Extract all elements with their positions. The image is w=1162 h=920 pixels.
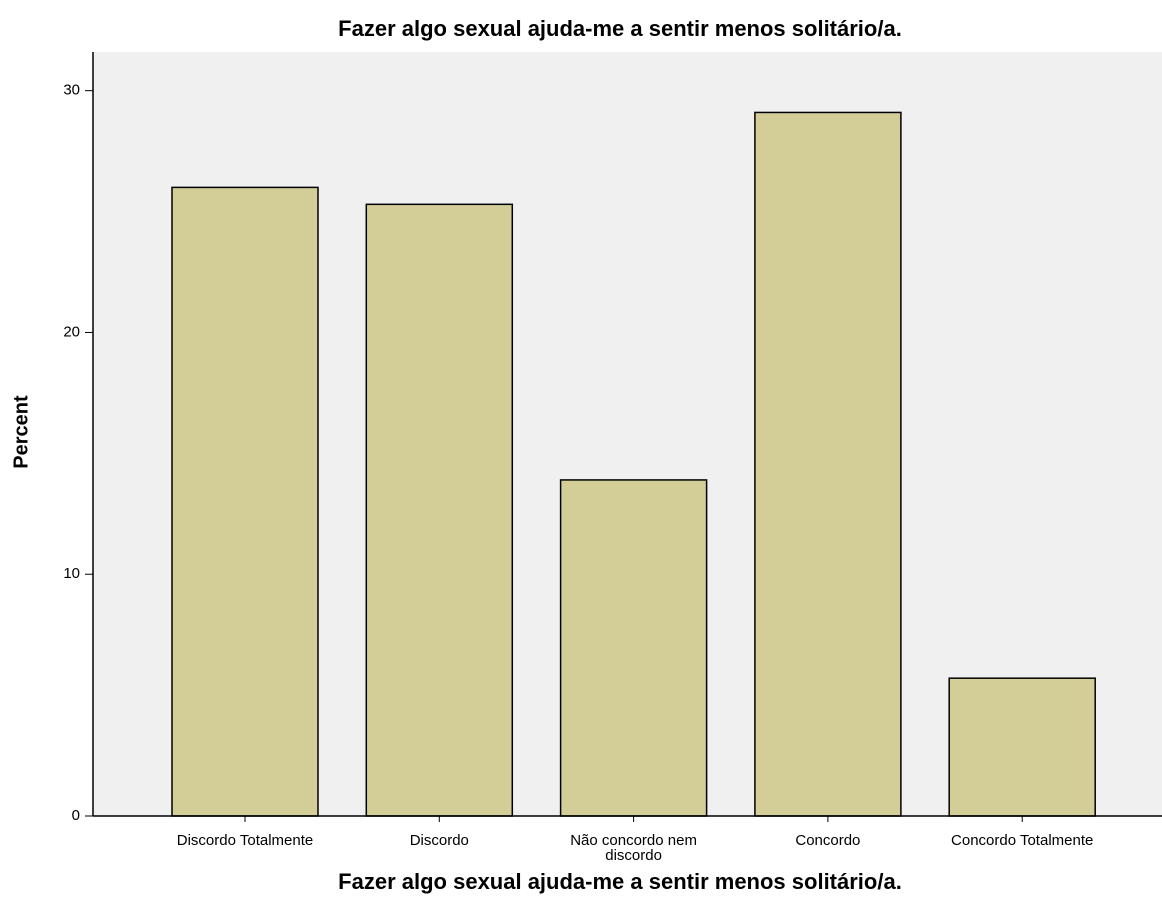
- x-tick-label: Concordo Totalmente: [951, 832, 1094, 849]
- x-tick-label: Não concordo nem discordo: [570, 832, 697, 864]
- bar: [559, 479, 708, 817]
- y-tick-label: 10: [63, 565, 80, 582]
- y-tick-label: 20: [63, 323, 80, 340]
- chart-title: Fazer algo sexual ajuda-me a sentir meno…: [338, 16, 902, 41]
- x-tick-label: Discordo: [409, 832, 469, 849]
- x-tick-label: Concordo: [795, 832, 861, 849]
- bar: [754, 111, 902, 817]
- bar: [365, 203, 514, 817]
- x-axis-label: Fazer algo sexual ajuda-me a sentir meno…: [338, 869, 902, 894]
- x-tick-label: Discordo Totalmente: [176, 832, 314, 849]
- y-tick-label: 30: [63, 82, 80, 99]
- bar: [171, 186, 319, 817]
- y-axis-label: Percent: [10, 395, 32, 469]
- bar: [948, 677, 1096, 817]
- y-tick-label: 0: [72, 807, 80, 824]
